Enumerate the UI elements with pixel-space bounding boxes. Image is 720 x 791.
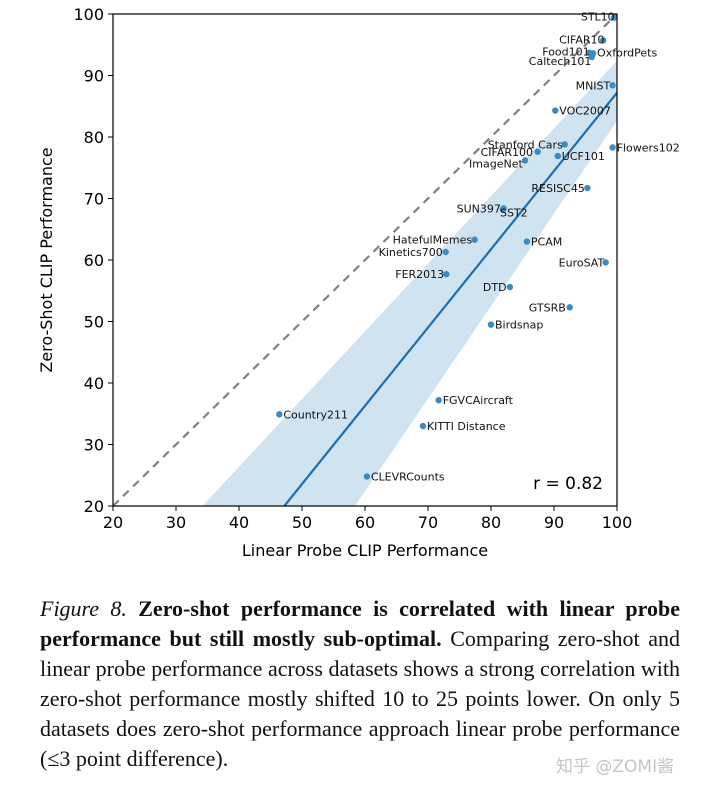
figure-caption: Figure 8. Zero-shot performance is corre…: [40, 594, 680, 774]
data-point: [566, 304, 573, 311]
point-label: GTSRB: [529, 301, 566, 314]
point-label: Caltech101: [529, 55, 592, 68]
x-tick-label: 30: [166, 513, 186, 532]
scatter-chart: 20 30 40 50 60 70 80 90 100 2030405060708090100 …: [37, 5, 680, 560]
point-label: OxfordPets: [597, 46, 657, 59]
data-point: [276, 411, 283, 418]
data-point: [561, 141, 568, 148]
point-label: FER2013: [395, 268, 444, 281]
point-label: SST2: [500, 207, 528, 220]
data-point: [599, 37, 607, 44]
watermark: 知乎 @ZOMI酱: [556, 757, 675, 777]
x-tick-label: 20: [103, 513, 123, 532]
y-tick-label: 40: [84, 374, 104, 393]
y-tick-label: 90: [84, 67, 104, 86]
point-label: VOC2007: [559, 105, 611, 118]
point-label: RESISC45: [531, 182, 584, 195]
data-point: [506, 283, 514, 291]
y-tick-label: 80: [84, 128, 104, 147]
y-tick-label: 60: [84, 251, 104, 270]
point-label: Flowers102: [617, 141, 680, 154]
x-tick-label: 50: [292, 513, 312, 532]
data-point: [487, 321, 495, 328]
point-label: HatefulMemes: [393, 234, 473, 247]
point-label: PCAM: [531, 236, 562, 249]
y-tick-label: 100: [73, 5, 104, 24]
y-axis: 20 30 40 50 60 70 80 90 100: [73, 5, 113, 516]
data-point: [554, 152, 561, 160]
x-tick-label: 70: [418, 513, 438, 532]
x-tick-label: 100: [602, 513, 633, 532]
point-label: Food101: [542, 46, 589, 59]
data-point: [523, 238, 531, 245]
data-point: [442, 248, 449, 256]
y-tick-label: 50: [84, 313, 104, 332]
point-label: Birdsnap: [495, 319, 543, 332]
data-point: [602, 259, 609, 266]
point-label: UCF101: [562, 150, 605, 163]
data-point: [435, 397, 442, 404]
identity-line: [113, 14, 617, 506]
point-label: EuroSAT: [559, 256, 605, 269]
data-point: [610, 14, 617, 21]
figure-label: Figure 8.: [40, 596, 127, 621]
caption-bold-text: Zero-shot performance is correlated with…: [40, 596, 681, 651]
data-point: [534, 148, 541, 155]
y-tick-label: 30: [84, 436, 104, 455]
caption-body-text: Comparing zero-shot and linear probe per…: [40, 626, 681, 771]
y-tick-label: 20: [84, 497, 104, 516]
plot-area: [113, 14, 617, 506]
data-point: [588, 53, 595, 61]
point-label: CIFAR100: [481, 146, 533, 159]
point-label: SUN397: [457, 202, 501, 215]
correlation-annotation: r = 0.82: [533, 474, 603, 494]
data-point: [609, 82, 616, 89]
data-point: [419, 422, 427, 430]
confidence-band: [202, 60, 617, 506]
point-label: KITTI Distance: [427, 420, 506, 433]
y-tick-label: 70: [84, 190, 104, 209]
x-axis-label: Linear Probe CLIP Performance: [242, 541, 488, 560]
point-label: MNIST: [576, 79, 611, 92]
point-label: CIFAR10: [559, 33, 604, 46]
point-label: ImageNet: [469, 157, 523, 170]
data-point: [471, 236, 478, 243]
point-label: CLEVRCounts: [371, 470, 445, 483]
point-label: FGVCAircraft: [443, 394, 514, 407]
point-label: DTD: [483, 281, 507, 294]
x-tick-label: 60: [355, 513, 375, 532]
data-point: [584, 184, 591, 192]
data-point: [499, 206, 507, 213]
x-axis: 20 30 40 50 60 70 80 90 100: [103, 506, 632, 532]
y-axis-label: Zero-Shot CLIP Performance: [37, 147, 56, 372]
point-label: Kinetics700: [379, 246, 443, 259]
point-label: Stanford Cars: [488, 138, 563, 151]
x-tick-label: 80: [481, 513, 501, 532]
data-point: [521, 157, 529, 164]
data-point: [552, 107, 559, 114]
data-point: [443, 270, 450, 278]
x-tick-label: 40: [229, 513, 249, 532]
point-label: STL10: [581, 11, 615, 24]
point-label: Country211: [283, 408, 348, 421]
regression-line: [283, 92, 617, 506]
data-point: [363, 473, 371, 480]
data-point: [609, 144, 616, 151]
x-tick-label: 90: [544, 513, 564, 532]
